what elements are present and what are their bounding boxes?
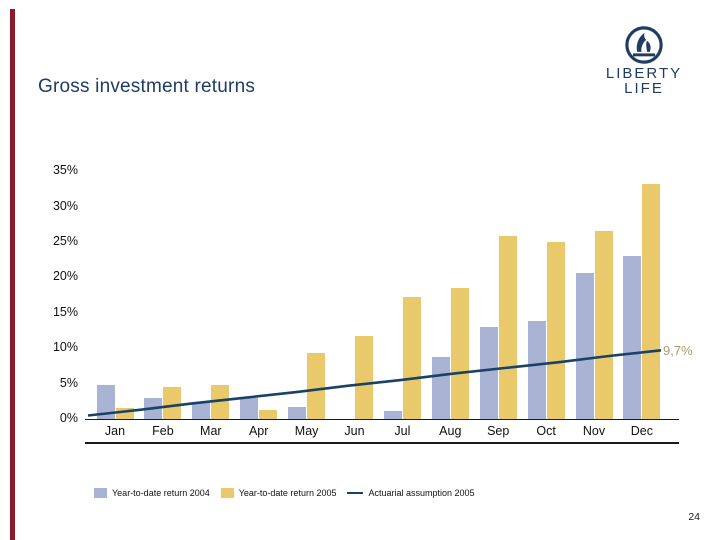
legend-swatch-2005	[220, 488, 234, 498]
bar-2005-nov	[594, 231, 613, 419]
y-axis-tick-30: 30%	[52, 198, 78, 213]
slide-title: Gross investment returns	[38, 76, 256, 97]
x-axis-label-mar: Mar	[200, 424, 222, 438]
y-axis-tick-20: 20%	[52, 269, 78, 284]
x-axis-label-jul: Jul	[394, 424, 411, 438]
legend-item-actuarial: Actuarial assumption 2005	[347, 488, 475, 498]
bar-2005-aug	[450, 288, 469, 419]
bar-2005-jul	[402, 297, 421, 419]
x-axis-lower-line	[85, 442, 679, 444]
x-axis-label-may: May	[294, 424, 319, 438]
legend-item-2005: Year-to-date return 2005	[220, 488, 337, 498]
bar-2004-oct	[527, 320, 546, 419]
bar-2005-sep	[498, 235, 517, 419]
legend-line-swatch-actuarial	[347, 491, 364, 495]
legend-label-2005: Year-to-date return 2005	[238, 488, 337, 498]
bar-2004-sep	[479, 326, 498, 419]
legend-swatch-2004	[94, 488, 107, 498]
bar-2004-jan	[96, 385, 115, 419]
y-axis-tick-35: 35%	[52, 163, 78, 178]
bar-2005-may	[307, 353, 326, 419]
legend-item-2004: Year-to-date return 2004	[94, 488, 210, 498]
page-number: 24	[688, 511, 700, 523]
line-end-value-label: 9,7%	[663, 343, 693, 358]
chart-legend: Year-to-date return 2004 Year-to-date re…	[94, 488, 475, 498]
x-axis-label-jan: Jan	[104, 424, 126, 438]
x-axis-label-nov: Nov	[582, 424, 606, 438]
bar-2005-mar	[211, 385, 230, 419]
bar-2005-apr	[259, 409, 278, 419]
logo-text-liberty: LIBERTY	[605, 65, 683, 82]
x-axis-label-sep: Sep	[487, 424, 510, 438]
bar-2004-dec	[623, 256, 642, 419]
x-axis-baseline	[85, 418, 679, 421]
x-axis-label-jun: Jun	[344, 424, 365, 438]
bar-2004-apr	[240, 397, 259, 419]
bar-2004-feb	[144, 397, 163, 419]
y-axis-tick-5: 5%	[59, 375, 78, 390]
left-accent-bar	[10, 9, 15, 540]
bar-2005-jun	[355, 336, 373, 419]
y-axis-tick-0: 0%	[59, 411, 78, 425]
bar-2004-mar	[192, 402, 211, 419]
legend-label-actuarial: Actuarial assumption 2005	[368, 488, 475, 498]
liberty-life-logo: LIBERTY LIFE	[596, 24, 692, 96]
bar-2005-jan	[115, 407, 134, 419]
legend-label-2004: Year-to-date return 2004	[112, 488, 210, 498]
bar-2005-oct	[546, 242, 565, 419]
x-axis-label-oct: Oct	[536, 424, 556, 438]
bar-2004-aug	[431, 357, 450, 419]
x-axis-label-dec: Dec	[630, 424, 653, 438]
y-axis-tick-25: 25%	[52, 234, 78, 248]
y-axis-tick-10: 10%	[52, 340, 78, 355]
bar-2004-nov	[575, 273, 594, 419]
x-axis-label-apr: Apr	[248, 424, 269, 438]
bar-2005-dec	[642, 183, 661, 419]
bar-2004-may	[288, 406, 307, 419]
x-axis-label-aug: Aug	[439, 424, 462, 438]
flame-icon	[625, 26, 663, 64]
bar-2005-feb	[163, 387, 182, 419]
y-axis-tick-15: 15%	[52, 304, 78, 319]
logo-text-life: LIFE	[624, 80, 664, 97]
bar-2004-jul	[383, 410, 402, 419]
x-axis-label-feb: Feb	[152, 424, 174, 438]
